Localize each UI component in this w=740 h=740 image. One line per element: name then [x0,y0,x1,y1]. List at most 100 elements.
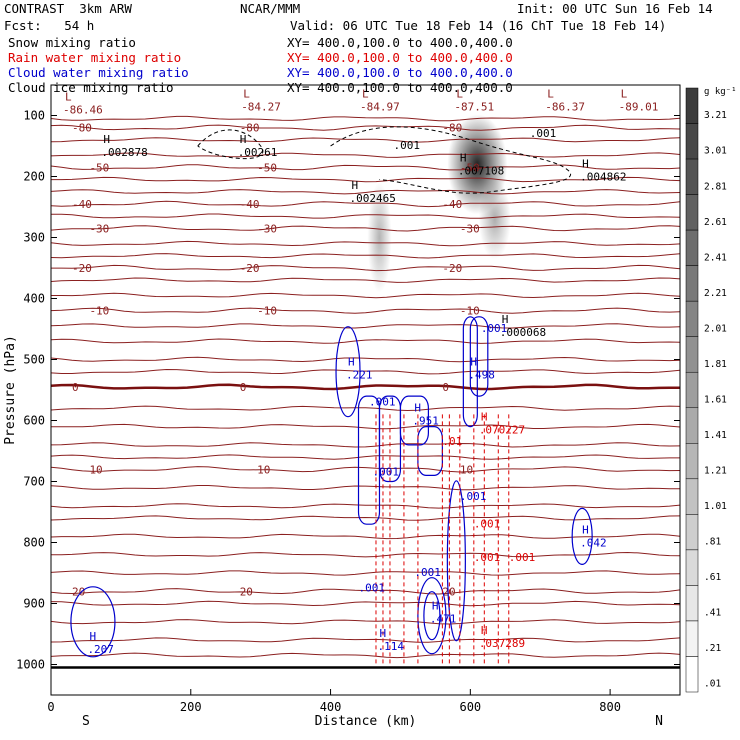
temperature-contour-labeled [51,307,680,314]
colorbar-segment [685,300,699,337]
temperature-contour-label: 0 [240,381,247,394]
high-marker: H [470,356,477,369]
rain-contour-label: .001 [509,551,536,564]
extremum-value: .114 [377,640,404,653]
temperature-contour-label: -10 [89,305,109,318]
snow-shading-tail [478,179,511,260]
temperature-contour-label: 10 [257,463,270,476]
colorbar-label: 1.01 [704,501,727,512]
extremum-value: -84.27 [241,100,281,113]
temperature-contour [51,115,680,122]
temperature-contour-label: -10 [460,305,480,318]
extremum-value: .00261 [238,146,278,159]
colorbar-segment [685,443,699,480]
colorbar-segment [685,87,699,124]
temperature-contour [51,600,680,607]
colorbar-label: .61 [704,572,721,583]
extremum-value: .498 [468,369,495,382]
colorbar-label: 2.61 [704,217,727,228]
y-tick-label: 400 [23,292,45,306]
temperature-contour-labeled [51,588,680,595]
colorbar-segment [685,336,699,373]
cloud-water-contour [335,326,361,418]
extremum-value: .207 [87,643,114,656]
cloud-water-contour [70,586,116,658]
temperature-contour-labeled [51,124,680,131]
cloud-contour-label: .001 [460,490,487,503]
colorbar-segment [685,478,699,515]
y-tick-label: 900 [23,597,45,611]
cloud-contour-label: .001 [372,465,399,478]
temperature-contour-label: 10 [460,463,473,476]
extremum-value: -84.97 [360,100,400,113]
rain-contour-label: .001 [474,517,501,530]
temperature-contour [51,515,680,521]
colorbar-label: .41 [704,608,721,619]
colorbar-label: .01 [704,679,721,690]
temperature-contour [51,323,680,329]
high-marker: H [379,627,386,640]
temperature-contour [51,485,680,491]
extremum-value: .951 [412,414,439,427]
cloud-water-contour [469,316,489,397]
high-marker: H [89,630,96,643]
low-marker: L [456,87,463,100]
high-marker: H [460,151,467,164]
low-marker: L [243,87,250,100]
field-xy-snow: XY= 400.0,100.0 to 400.0,400.0 [287,35,513,50]
field-label-snow: Snow mixing ratio [8,35,136,50]
high-marker: H [414,401,421,414]
temperature-contour-label: 0 [72,381,79,394]
temperature-contour [51,137,680,143]
extremum-value: .000068 [500,326,546,339]
cloud-contour-label: .001 [481,322,508,335]
high-marker: H [582,157,589,170]
low-marker: L [65,90,72,103]
colorbar: 3.21 3.01 2.81 2.61 2.41 2.21 2.01 1.81 1.61 1.41… [685,87,737,693]
cloud-water-contour [423,591,441,641]
colorbar-label: .81 [704,537,721,548]
extremum-value: -86.37 [545,100,585,113]
temperature-contour [51,423,680,430]
high-marker: H [348,356,355,369]
cloud-water-contour [378,395,402,483]
high-marker: H [432,600,439,613]
high-marker: H [352,179,359,192]
x-tick-label: 800 [599,700,621,714]
colorbar-label: 1.21 [704,465,727,476]
extremum-value: -87.51 [454,100,494,113]
temperature-contour-labeled [51,466,680,473]
temperature-contour-label: -40 [240,198,260,211]
x-tick-label: 0 [47,700,54,714]
temperature-contour-labeled [51,264,680,272]
extremum-value: .221 [346,369,373,382]
temperature-contour [51,253,680,259]
colorbar-label: 2.81 [704,181,727,192]
field-label-rain: Rain water mixing ratio [8,50,182,65]
colorbar-label: 1.81 [704,359,727,370]
high-marker: H [502,313,509,326]
temperature-contour-label: 0 [442,381,449,394]
title: CONTRAST 3km ARW [4,1,132,16]
temperature-contour-label: -40 [72,198,92,211]
colorbar-segment [685,229,699,266]
y-tick-label: 800 [23,536,45,550]
colorbar-segment [685,407,699,444]
north-label: N [655,714,663,729]
extremum-value: -86.46 [63,103,103,116]
temperature-contour [51,405,680,412]
temperature-contour-label: -30 [460,222,480,235]
colorbar-unit: g kg⁻¹ [704,87,737,97]
rain-contour-label: .001 [474,551,501,564]
high-marker: H [582,523,589,536]
cloud-water-contour [571,507,593,566]
x-tick-label: 200 [180,700,202,714]
colorbar-segment [685,514,699,551]
south-label: S [82,714,90,729]
field-label-cloud-water: Cloud water mixing ratio [8,65,189,80]
low-marker: L [547,87,554,100]
snow-contour-label: .001 [393,139,420,152]
field-xy-rain: XY= 400.0,100.0 to 400.0,400.0 [287,50,513,65]
plot-frame [50,84,681,696]
temperature-contour [51,637,680,643]
